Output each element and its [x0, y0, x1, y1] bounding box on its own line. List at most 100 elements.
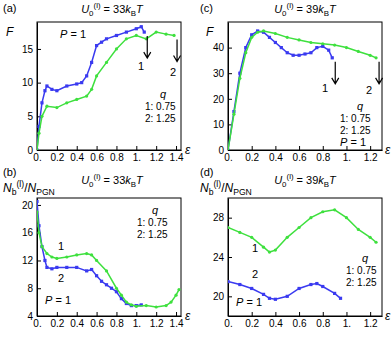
- series-marker: [145, 304, 148, 307]
- x-tick-label: 0.8: [110, 152, 124, 163]
- legend-entry: 1: 0.75: [137, 217, 168, 228]
- x-tick-label: 1.: [133, 318, 141, 329]
- series-line: [37, 27, 144, 150]
- series-marker: [238, 231, 241, 234]
- series-marker: [80, 81, 83, 84]
- y-tick-label: 8: [27, 283, 33, 294]
- legend-entry: 2: 1.25: [340, 125, 371, 136]
- y-tick-label: 5: [27, 111, 33, 122]
- x-tick: 0.2: [50, 146, 64, 163]
- x-tick-label: 0.6: [293, 318, 307, 329]
- y-axis-title: Nb(l)/NPGN: [200, 179, 252, 197]
- curve-label: 2: [58, 272, 64, 284]
- x-tick-label: 0.: [224, 318, 232, 329]
- x-axis: 0.0.20.40.60.81.1.21.4: [33, 146, 184, 163]
- text-run: (l): [16, 179, 24, 189]
- series-marker: [100, 41, 103, 44]
- series-marker: [268, 36, 271, 39]
- series-marker: [228, 148, 230, 150]
- series-marker: [268, 297, 271, 300]
- x-tick-label: 1.4: [170, 152, 184, 163]
- series-marker: [45, 266, 48, 269]
- x-tick-label: 0.8: [316, 152, 330, 163]
- y-tick-label: 20: [22, 200, 34, 211]
- series-marker: [274, 298, 277, 301]
- legend-entry: 2: 1.25: [137, 229, 168, 240]
- text-run: = 33: [101, 3, 126, 15]
- text-run: q: [152, 204, 159, 216]
- series-marker: [120, 294, 123, 297]
- series-marker: [105, 37, 108, 40]
- curve-label: 2: [366, 84, 372, 96]
- x-tick: 0.: [224, 146, 232, 163]
- series-marker: [297, 287, 300, 290]
- x-tick: 0.8: [110, 146, 124, 163]
- figure-svg: 0.0.20.40.60.81.1.21.405101512q1: 0.752:…: [0, 0, 392, 340]
- series-marker: [85, 74, 88, 77]
- x-tick: 0.6: [293, 312, 307, 329]
- series-marker: [55, 266, 58, 269]
- series-marker: [75, 82, 78, 85]
- y-tick-label: 15: [22, 44, 34, 55]
- series-marker: [169, 301, 172, 304]
- x-tick: 1.4: [170, 146, 184, 163]
- series-marker: [90, 88, 93, 91]
- x-tick: 0.4: [70, 312, 84, 329]
- y-tick-mark: [228, 150, 232, 151]
- subtitle: P = 1: [340, 136, 366, 148]
- x-tick: 0.6: [90, 146, 104, 163]
- subtitle: P = 1: [45, 294, 71, 306]
- panel-label: (a): [3, 2, 16, 14]
- x-tick-mark: [252, 312, 253, 316]
- x-tick-mark: [77, 146, 78, 150]
- y-tick-mark: [228, 296, 232, 297]
- x-axis-title: ε: [385, 309, 391, 323]
- series-marker: [125, 31, 128, 34]
- figure: 0.0.20.40.60.81.1.21.405101512q1: 0.752:…: [0, 0, 392, 340]
- plot-data: [37, 25, 176, 150]
- x-tick-label: 0.4: [269, 318, 283, 329]
- series-marker: [130, 304, 133, 307]
- legend-entry: 1: 0.75: [145, 101, 176, 112]
- text-run: ε: [185, 143, 191, 157]
- series-marker: [333, 292, 336, 295]
- y-tick: 0: [218, 145, 232, 156]
- series-marker: [309, 283, 312, 286]
- series-marker: [125, 301, 128, 304]
- text-run: 0: [282, 9, 287, 18]
- series-marker: [374, 56, 377, 59]
- series-marker: [244, 51, 247, 54]
- series-marker: [165, 33, 168, 36]
- x-tick-label: 0.: [33, 152, 41, 163]
- y-tick-label: 0: [27, 145, 33, 156]
- y-tick-mark: [228, 48, 232, 49]
- x-tick-mark: [299, 146, 300, 150]
- series-marker: [339, 297, 342, 300]
- y-axis-title: F: [206, 25, 214, 39]
- x-tick: 0.2: [50, 312, 64, 329]
- series-marker: [95, 74, 98, 77]
- text-run: = 1: [243, 296, 262, 308]
- x-axis: 0.0.20.40.60.81.1.21.4: [33, 312, 184, 329]
- y-tick: 28: [213, 212, 232, 223]
- x-axis-line: [229, 150, 383, 151]
- x-tick-mark: [97, 312, 98, 316]
- plot-data: [228, 29, 378, 150]
- text-run: N: [200, 181, 209, 195]
- y-tick-label: 10: [22, 77, 34, 88]
- x-tick-mark: [346, 312, 347, 316]
- x-tick-label: 0.2: [245, 152, 259, 163]
- x-axis-line: [229, 316, 383, 317]
- y-tick-mark: [37, 260, 41, 261]
- x-tick-label: 0.8: [316, 318, 330, 329]
- y-tick-label: 40: [213, 42, 225, 53]
- curve-label: 1: [322, 82, 328, 94]
- series-marker: [309, 216, 312, 219]
- text-run: = 1: [347, 136, 366, 148]
- y-tick: 4: [27, 311, 41, 322]
- series-marker: [37, 148, 39, 150]
- text-run: ε: [385, 309, 391, 323]
- x-tick-label: 1.4: [170, 318, 184, 329]
- series-marker: [43, 89, 46, 92]
- series-marker: [50, 255, 53, 258]
